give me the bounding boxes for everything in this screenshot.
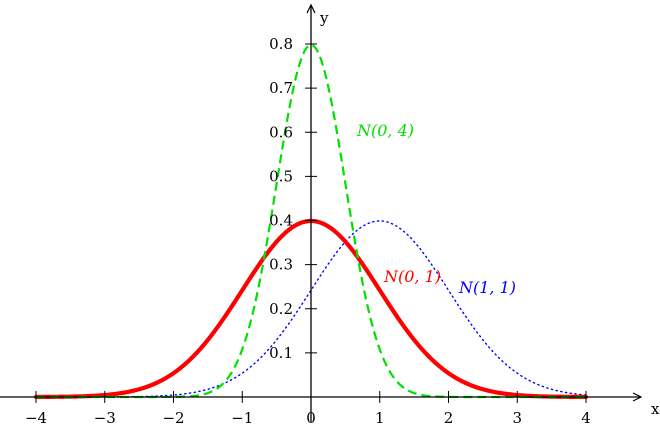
x-axis-label: x xyxy=(651,400,660,418)
x-tick-label: 4 xyxy=(581,409,591,427)
x-axis-arrowhead xyxy=(632,392,643,402)
x-tick-label: 3 xyxy=(512,409,522,427)
x-tick-label: 0 xyxy=(306,409,316,427)
y-tick-label: 0.6 xyxy=(269,123,293,141)
x-tick-label: −2 xyxy=(162,409,184,427)
axes-layer: x y xyxy=(0,3,660,422)
x-tick-label: −1 xyxy=(231,409,253,427)
curve-label-n-0-1: N(0, 1) xyxy=(383,267,441,286)
x-tick-label: 2 xyxy=(444,409,454,427)
y-tick-label: 0.8 xyxy=(269,35,293,53)
y-tick-label: 0.2 xyxy=(269,300,293,318)
curve-label-n-1-1: N(1, 1) xyxy=(458,278,516,297)
y-tick-label: 0.3 xyxy=(269,256,293,274)
x-tick-label: 1 xyxy=(375,409,385,427)
y-tick-label: 0.7 xyxy=(269,79,293,97)
ticks-layer: −4 −3 −2 −1 0 1 2 3 4 0.1 0.2 0.3 0.4 0.5 0.6 0.7 0.8 xyxy=(25,35,591,427)
curve-label-n-0-4: N(0, 4) xyxy=(356,121,414,140)
y-axis-arrowhead xyxy=(306,3,316,14)
y-axis-label: y xyxy=(319,9,329,27)
x-tick-label: −4 xyxy=(25,409,47,427)
curve-labels-layer: N(0, 1) N(0, 4) N(1, 1) xyxy=(356,121,516,297)
x-tick-label: −3 xyxy=(94,409,116,427)
y-tick-label: 0.5 xyxy=(269,167,293,185)
y-tick-label: 0.1 xyxy=(269,344,293,362)
y-tick-label: 0.4 xyxy=(269,212,293,230)
